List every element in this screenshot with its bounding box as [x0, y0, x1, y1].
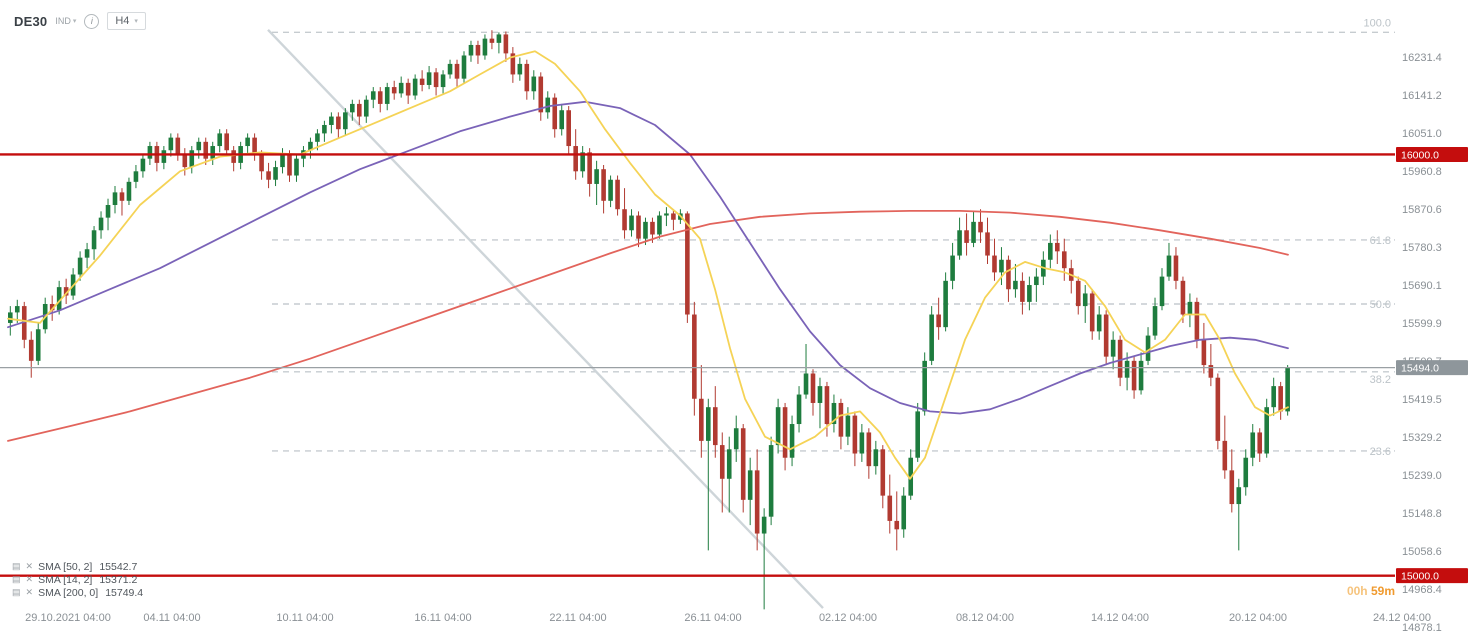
- candlestick-series: [8, 30, 1290, 610]
- info-icon[interactable]: i: [84, 13, 100, 29]
- countdown-hours: 00h: [1346, 584, 1368, 598]
- price-tick: 15239.0: [1402, 470, 1442, 482]
- price-tick: 16141.2: [1402, 90, 1442, 102]
- price-tick: 15058.6: [1402, 546, 1442, 558]
- indicator-settings-icon[interactable]: ▤: [12, 561, 21, 571]
- fib-level-label: 50.0: [1370, 299, 1391, 311]
- time-tick: 26.11 04:00: [684, 612, 741, 624]
- fib-level-label: 23.6: [1370, 446, 1391, 458]
- price-tick: 14968.4: [1402, 584, 1442, 596]
- indicator-label: SMA [50, 2]: [38, 560, 93, 573]
- indicator-value: 15542.7: [99, 560, 138, 573]
- sma-200-line: [7, 209, 1289, 442]
- price-tick: 15780.3: [1402, 242, 1442, 254]
- price-tick: 15870.6: [1402, 204, 1442, 216]
- indicator-settings-icon[interactable]: ▤: [12, 574, 21, 584]
- time-tick: 22.11 04:00: [549, 612, 606, 624]
- price-axis[interactable]: 16231.4 16141.2 16051.0 15960.8 15870.6 15780…: [1402, 52, 1442, 634]
- fib-level-label: 61.8: [1370, 235, 1391, 247]
- instrument-type-label: IND: [55, 16, 71, 26]
- time-tick: 04.11 04:00: [143, 612, 200, 624]
- price-tick: 14878.1: [1402, 622, 1442, 634]
- price-tick: 15690.1: [1402, 280, 1442, 292]
- trendline[interactable]: [267, 28, 824, 609]
- fib-level-label: 100.0: [1363, 17, 1391, 29]
- time-axis[interactable]: 29.10.2021 04:00 04.11 04:00 10.11 04:00 16…: [25, 612, 1431, 624]
- legend-row-sma50: ▤ ✕ SMA [50, 2] 15542.7: [12, 560, 143, 573]
- time-tick: 16.11 04:00: [414, 612, 471, 624]
- indicator-value: 15749.4: [105, 586, 144, 599]
- time-tick: 02.12 04:00: [819, 612, 877, 624]
- chevron-down-icon: ▾: [134, 17, 138, 25]
- price-tick: 15599.9: [1402, 318, 1442, 330]
- instrument-type-dropdown[interactable]: IND ▾: [55, 16, 76, 26]
- price-tick: 15329.2: [1402, 432, 1442, 444]
- time-tick: 08.12 04:00: [956, 612, 1014, 624]
- sma-14-line: [7, 50, 1289, 480]
- legend-row-sma14: ▤ ✕ SMA [14, 2] 15371.2: [12, 573, 143, 586]
- timeframe-label: H4: [115, 15, 130, 27]
- indicator-settings-icon[interactable]: ▤: [12, 587, 21, 597]
- price-tick: 16051.0: [1402, 128, 1442, 140]
- indicator-label: SMA [200, 0]: [38, 586, 99, 599]
- timeframe-dropdown[interactable]: H4 ▾: [107, 12, 146, 30]
- indicator-value: 15371.2: [99, 573, 138, 586]
- price-level-badge: 16000.0: [1396, 146, 1468, 162]
- fibonacci-retracement: 100.0 61.8 50.0 38.2 23.6: [272, 17, 1395, 458]
- indicator-label: SMA [14, 2]: [38, 573, 93, 586]
- close-icon[interactable]: ✕: [25, 587, 34, 597]
- time-tick: 20.12 04:00: [1229, 612, 1287, 624]
- instrument-header: DE30 IND ▾ i H4 ▾: [14, 12, 146, 30]
- countdown-minutes: 59m: [1370, 584, 1395, 598]
- svg-text:16000.0: 16000.0: [1401, 149, 1439, 161]
- time-tick: 10.11 04:00: [276, 612, 333, 624]
- symbol-label: DE30: [14, 13, 48, 29]
- current-price-badge: 15494.0: [1396, 360, 1468, 376]
- fib-level-label: 38.2: [1370, 374, 1391, 386]
- time-tick: 14.12 04:00: [1091, 612, 1149, 624]
- close-icon[interactable]: ✕: [25, 574, 34, 584]
- close-icon[interactable]: ✕: [25, 561, 34, 571]
- price-tick: 15960.8: [1402, 166, 1442, 178]
- chevron-down-icon: ▾: [72, 17, 77, 25]
- svg-text:15000.0: 15000.0: [1401, 571, 1439, 583]
- price-level-badge: 15000.0: [1396, 568, 1468, 584]
- svg-text:15494.0: 15494.0: [1401, 363, 1439, 375]
- price-tick: 16231.4: [1402, 52, 1442, 64]
- time-tick: 29.10.2021 04:00: [25, 612, 111, 624]
- candle-countdown: 00h 59m: [1255, 584, 1395, 598]
- price-tick: 15148.8: [1402, 508, 1442, 520]
- price-tick: 15419.5: [1402, 394, 1442, 406]
- legend-row-sma200: ▤ ✕ SMA [200, 0] 15749.4: [12, 586, 143, 599]
- indicator-legend: ▤ ✕ SMA [50, 2] 15542.7 ▤ ✕ SMA [14, 2] …: [12, 560, 143, 599]
- time-tick: 24.12 04:00: [1373, 612, 1431, 624]
- sma-50-line: [7, 100, 1289, 415]
